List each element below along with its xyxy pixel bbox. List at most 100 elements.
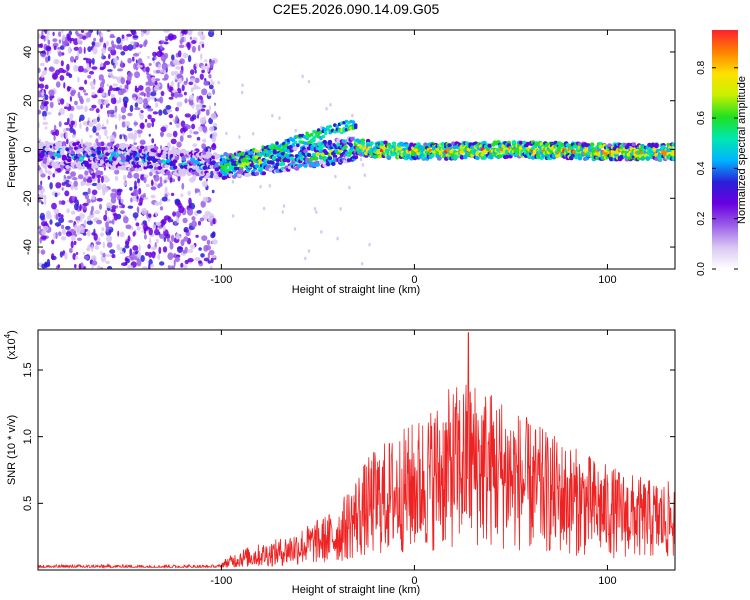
heatmap-cell (56, 154, 62, 158)
heatmap-cell (43, 38, 46, 42)
heatmap-cell (238, 135, 241, 139)
heatmap-cell (47, 175, 51, 180)
heatmap-cell (231, 154, 235, 158)
heatmap-cell (102, 252, 106, 258)
heatmap-cell (626, 142, 631, 147)
heatmap-cell (44, 30, 48, 34)
heatmap-cell (51, 253, 55, 260)
heatmap-cell (64, 190, 70, 197)
heatmap-cell (91, 265, 94, 269)
heatmap-cell (203, 244, 209, 252)
heatmap-cell (167, 216, 172, 223)
heatmap-cell (82, 35, 87, 40)
heatmap-cell (303, 141, 307, 145)
heatmap-cell (83, 266, 86, 269)
heatmap-cell (89, 134, 93, 138)
heatmap-cell (159, 96, 164, 104)
heatmap-cell (163, 52, 169, 59)
heatmap-cell (412, 156, 418, 161)
heatmap-cell (652, 147, 657, 152)
heatmap-cell (101, 183, 107, 192)
heatmap-cell (187, 190, 191, 196)
heatmap-cell (132, 212, 139, 219)
heatmap-cell (185, 169, 190, 174)
heatmap-cell (123, 174, 127, 181)
heatmap-cell (95, 132, 100, 136)
heatmap-cell (87, 215, 91, 222)
heatmap-cell (65, 225, 71, 230)
heatmap-cell (178, 44, 185, 49)
heatmap-cell (92, 125, 97, 133)
heatmap-cell (348, 150, 353, 155)
heatmap-cell (589, 142, 595, 147)
heatmap-cell (169, 240, 172, 244)
heatmap-cell (91, 255, 97, 262)
heatmap-cell (94, 245, 100, 250)
heatmap-cell (170, 192, 175, 197)
heatmap-cell (101, 227, 105, 232)
heatmap-cell (206, 65, 210, 73)
heatmap-cell (41, 201, 44, 205)
heatmap-cell (329, 103, 332, 107)
heatmap-cell (132, 195, 138, 202)
heatmap-cell (154, 201, 161, 206)
heatmap-cell (110, 75, 116, 79)
heatmap-cell (96, 30, 99, 36)
heatmap-cell (87, 244, 91, 251)
heatmap-cell (182, 52, 189, 59)
heatmap-cell (160, 69, 163, 73)
heatmap-cell (124, 257, 129, 262)
heatmap-cell (42, 69, 48, 76)
heatmap-cell (167, 82, 170, 89)
heatmap-cell (162, 225, 166, 232)
heatmap-cell (81, 203, 84, 209)
heatmap-cell (70, 150, 75, 155)
heatmap-cell (191, 87, 195, 91)
snr-series-line (38, 332, 675, 569)
snr-x-ticks: -100 0 100 (210, 330, 617, 587)
heatmap-cell (67, 46, 72, 54)
heatmap-cell (77, 153, 82, 158)
heatmap-cell (102, 241, 106, 249)
heatmap-cell (75, 30, 79, 35)
heatmap-cell (468, 142, 473, 147)
heatmap-cell (51, 202, 57, 210)
heatmap-cell (178, 74, 183, 78)
heatmap-cell (57, 264, 61, 269)
heatmap-cell (152, 162, 157, 167)
heatmap-cell (304, 256, 307, 261)
heatmap-cell (192, 165, 197, 170)
heatmap-cell (60, 132, 64, 139)
heatmap-cell (285, 158, 291, 163)
heatmap-cell (146, 145, 152, 150)
heatmap-cell (136, 64, 143, 68)
heatmap-cell (130, 257, 135, 261)
heatmap-cell (159, 206, 164, 211)
heatmap-cell (205, 109, 210, 116)
heatmap-cell (82, 89, 86, 93)
heatmap-cell (169, 122, 173, 125)
heatmap-cell (119, 231, 125, 238)
heatmap-cell (99, 66, 105, 71)
heatmap-cell (107, 111, 110, 118)
heatmap-cell (160, 126, 167, 133)
heatmap-cell (91, 41, 96, 46)
heatmap-cell (83, 219, 87, 226)
heatmap-cell (180, 120, 186, 128)
heatmap-cell (151, 76, 156, 82)
heatmap-cell (119, 251, 125, 255)
heatmap-cell (327, 156, 333, 161)
heatmap-cell (209, 61, 214, 69)
heatmap-cell (157, 166, 162, 170)
heatmap-cell (106, 202, 113, 209)
heatmap-cell (176, 101, 183, 107)
heatmap-cell (61, 224, 65, 230)
heatmap-cell (203, 257, 210, 262)
heatmap-cell (133, 150, 138, 155)
heatmap-cell (100, 175, 104, 184)
heatmap-cell (142, 266, 148, 269)
heatmap-cell (173, 259, 176, 267)
heatmap-cell (111, 40, 114, 46)
heatmap-cell (86, 220, 93, 225)
heatmap-cell (105, 40, 109, 47)
